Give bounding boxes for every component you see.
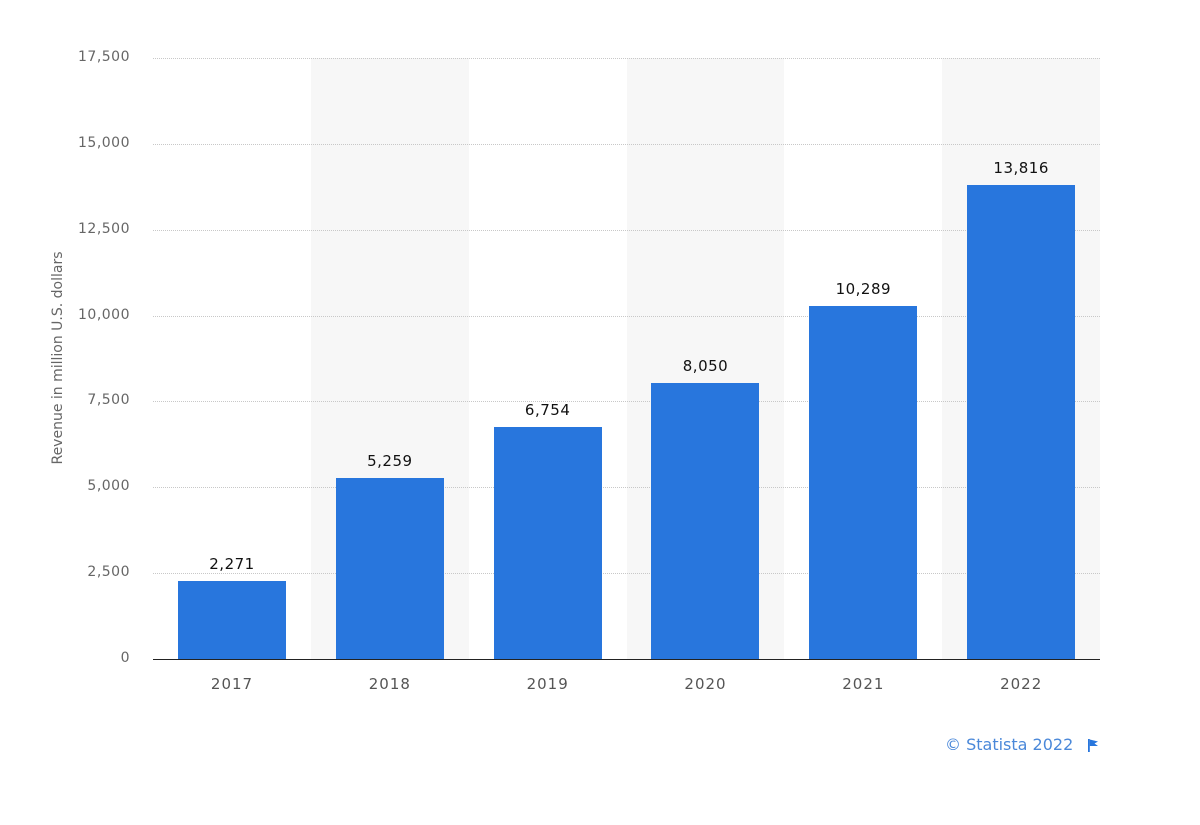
value-label: 2,271 xyxy=(209,555,255,573)
value-label: 5,259 xyxy=(367,452,413,471)
y-axis-label: Revenue in million U.S. dollars xyxy=(50,251,66,465)
y-tick-label: 2,500 xyxy=(87,564,130,581)
value-label: 13,816 xyxy=(993,158,1049,177)
gridline xyxy=(153,573,1100,575)
bar-2020[interactable] xyxy=(651,382,760,659)
gridline xyxy=(153,315,1100,317)
x-tick-label: 2020 xyxy=(684,675,727,693)
y-tick-label: 0 xyxy=(120,650,130,666)
bar-2022[interactable] xyxy=(967,184,1076,659)
y-tick-label: 7,500 xyxy=(87,392,130,409)
y-tick-label: 5,000 xyxy=(87,478,130,495)
x-axis-line xyxy=(153,659,1100,660)
gridline xyxy=(153,487,1100,489)
value-label: 10,289 xyxy=(835,279,892,298)
flag-icon[interactable] xyxy=(1087,738,1099,752)
statista-credit-link[interactable]: © Statista 2022 xyxy=(945,735,1074,754)
bar-2019[interactable] xyxy=(493,427,602,659)
bar-2017[interactable] xyxy=(177,581,286,659)
bar-2021[interactable] xyxy=(809,305,918,659)
y-tick-label: 12,500 xyxy=(78,220,130,237)
y-tick-label: 15,000 xyxy=(78,134,130,151)
bar-2018[interactable] xyxy=(335,478,444,659)
gridline xyxy=(153,58,1100,59)
x-tick-label: 2018 xyxy=(368,675,411,693)
x-tick-label: 2022 xyxy=(1000,675,1043,693)
gridline xyxy=(153,143,1100,145)
x-tick-label: 2019 xyxy=(526,675,569,693)
y-tick-label: 17,500 xyxy=(78,49,130,65)
y-tick-label: 10,000 xyxy=(78,306,130,323)
gridline xyxy=(153,401,1100,403)
gridline xyxy=(153,229,1100,231)
value-label: 8,050 xyxy=(682,356,729,375)
x-tick-label: 2021 xyxy=(842,675,885,693)
x-tick-label: 2017 xyxy=(210,675,254,693)
value-label: 6,754 xyxy=(524,401,571,420)
